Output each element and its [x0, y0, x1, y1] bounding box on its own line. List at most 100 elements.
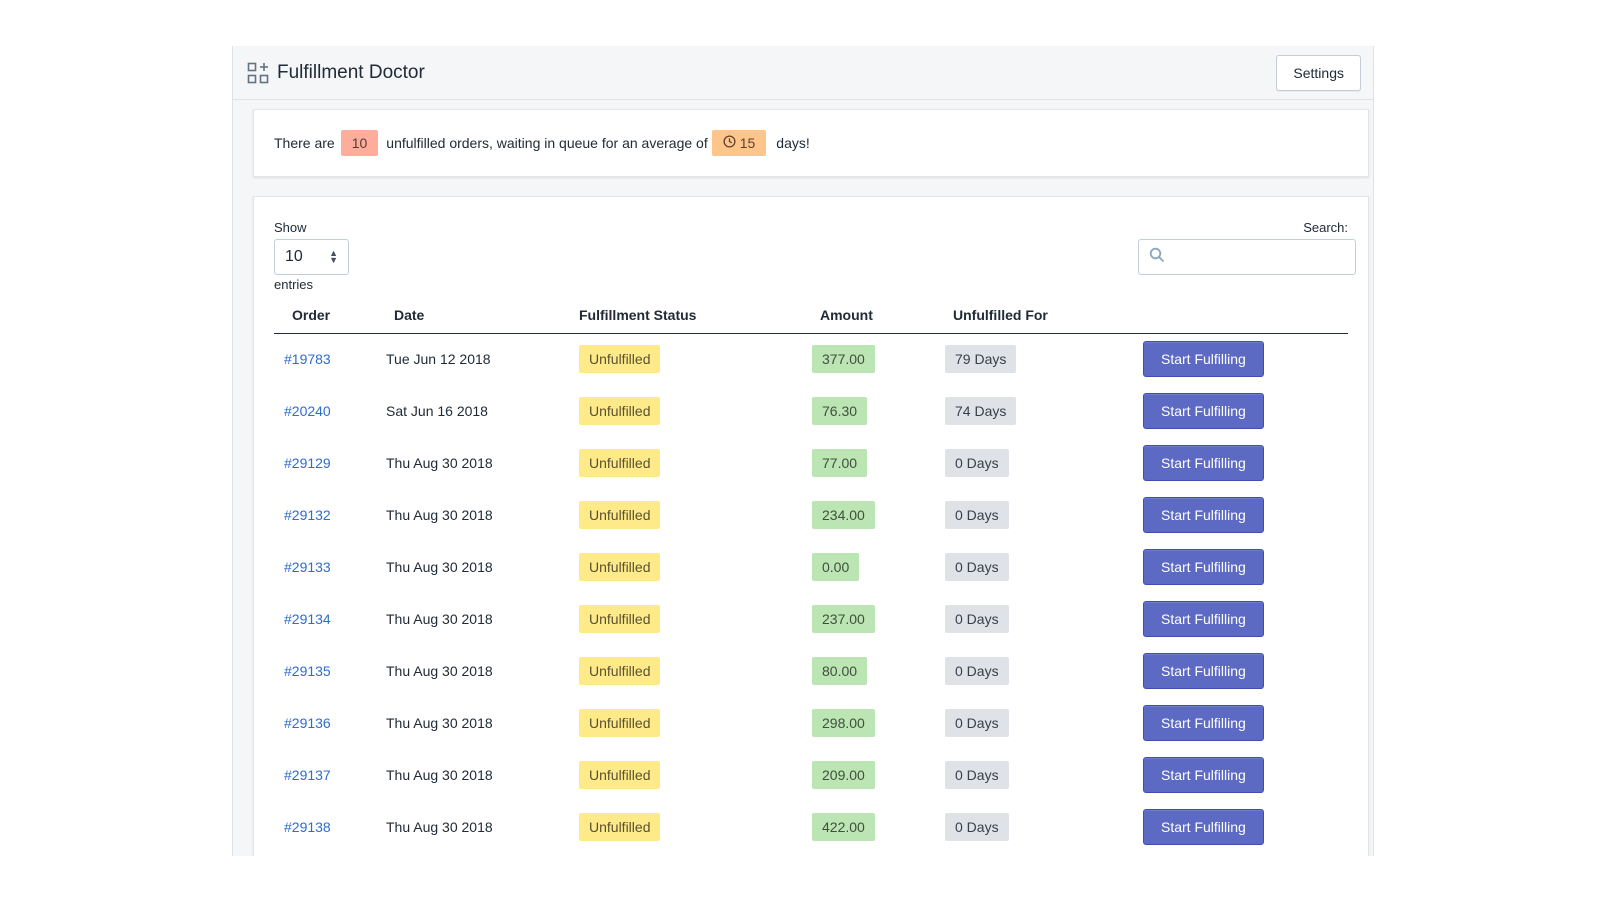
unfulfilled-days-badge: 0 Days — [945, 501, 1009, 529]
top-bar: Fulfillment Doctor Settings — [233, 46, 1373, 100]
order-link[interactable]: #29135 — [284, 663, 331, 679]
order-link[interactable]: #29136 — [284, 715, 331, 731]
banner-suffix: days! — [776, 135, 810, 151]
unfulfilled-count-badge: 10 — [340, 130, 379, 156]
order-date: Thu Aug 30 2018 — [386, 715, 493, 731]
order-link[interactable]: #29138 — [284, 819, 331, 835]
table-row: #29137 Thu Aug 30 2018 Unfulfilled 209.0… — [274, 749, 1348, 801]
amount-badge: 422.00 — [812, 813, 875, 841]
status-badge: Unfulfilled — [579, 761, 661, 789]
chevron-up-down-icon: ▲ ▼ — [329, 248, 338, 265]
search-input[interactable] — [1173, 249, 1343, 265]
settings-button[interactable]: Settings — [1276, 54, 1361, 91]
page-length-select[interactable]: 10 ▲ ▼ — [274, 239, 349, 275]
summary-banner: There are 10 unfulfilled orders, waiting… — [253, 109, 1369, 177]
unfulfilled-days-badge: 0 Days — [945, 449, 1009, 477]
banner-prefix: There are — [274, 135, 335, 151]
amount-badge: 0.00 — [812, 553, 860, 581]
table-row: #29134 Thu Aug 30 2018 Unfulfilled 237.0… — [274, 593, 1348, 645]
entries-label: entries — [274, 277, 314, 292]
table-controls: Show 10 ▲ ▼ entries Search: — [274, 197, 1356, 297]
unfulfilled-days-badge: 0 Days — [945, 605, 1009, 633]
amount-badge: 234.00 — [812, 501, 875, 529]
orders-table-card: Show 10 ▲ ▼ entries Search: Order — [253, 196, 1369, 856]
start-fulfilling-button[interactable]: Start Fulfilling — [1143, 809, 1264, 845]
table-row: #29136 Thu Aug 30 2018 Unfulfilled 298.0… — [274, 697, 1348, 749]
start-fulfilling-button[interactable]: Start Fulfilling — [1143, 653, 1264, 689]
unfulfilled-days-badge: 0 Days — [945, 761, 1009, 789]
status-badge: Unfulfilled — [579, 553, 661, 581]
column-header-action — [1143, 297, 1348, 334]
brand: Fulfillment Doctor — [247, 62, 425, 84]
unfulfilled-days-badge: 74 Days — [945, 397, 1017, 425]
start-fulfilling-button[interactable]: Start Fulfilling — [1143, 705, 1264, 741]
table-row: #20240 Sat Jun 16 2018 Unfulfilled 76.30… — [274, 385, 1348, 437]
apps-grid-icon — [247, 62, 269, 84]
status-badge: Unfulfilled — [579, 501, 661, 529]
column-header-unfulfilled-for[interactable]: Unfulfilled For — [945, 297, 1143, 334]
amount-badge: 76.30 — [812, 397, 868, 425]
average-days: 15 — [739, 135, 756, 151]
orders-table: Order Date Fulfillment Status Amount Unf… — [274, 297, 1348, 853]
start-fulfilling-button[interactable]: Start Fulfilling — [1143, 549, 1264, 585]
clock-icon — [723, 135, 736, 151]
order-date: Thu Aug 30 2018 — [386, 559, 493, 575]
amount-badge: 237.00 — [812, 605, 875, 633]
table-header-row: Order Date Fulfillment Status Amount Unf… — [274, 297, 1348, 334]
status-badge: Unfulfilled — [579, 657, 661, 685]
order-date: Thu Aug 30 2018 — [386, 663, 493, 679]
order-date: Thu Aug 30 2018 — [386, 611, 493, 627]
amount-badge: 298.00 — [812, 709, 875, 737]
amount-badge: 77.00 — [812, 449, 868, 477]
unfulfilled-days-badge: 79 Days — [945, 345, 1017, 374]
amount-badge: 209.00 — [812, 761, 875, 789]
start-fulfilling-button[interactable]: Start Fulfilling — [1143, 445, 1264, 481]
order-date: Thu Aug 30 2018 — [386, 819, 493, 835]
column-header-amount[interactable]: Amount — [812, 297, 945, 334]
app-title: Fulfillment Doctor — [277, 61, 425, 83]
table-row: #29132 Thu Aug 30 2018 Unfulfilled 234.0… — [274, 489, 1348, 541]
unfulfilled-days-badge: 0 Days — [945, 709, 1009, 737]
start-fulfilling-button[interactable]: Start Fulfilling — [1143, 601, 1264, 637]
search-label: Search: — [1303, 220, 1348, 235]
status-badge: Unfulfilled — [579, 605, 661, 633]
status-badge: Unfulfilled — [579, 449, 661, 477]
table-row: #29129 Thu Aug 30 2018 Unfulfilled 77.00… — [274, 437, 1348, 489]
status-badge: Unfulfilled — [579, 813, 661, 841]
column-header-date[interactable]: Date — [386, 297, 579, 334]
order-link[interactable]: #29132 — [284, 507, 331, 523]
order-link[interactable]: #29129 — [284, 455, 331, 471]
order-link[interactable]: #20240 — [284, 403, 331, 419]
order-date: Sat Jun 16 2018 — [386, 403, 488, 419]
order-date: Thu Aug 30 2018 — [386, 767, 493, 783]
order-link[interactable]: #29137 — [284, 767, 331, 783]
search-box[interactable] — [1138, 239, 1356, 275]
column-header-order[interactable]: Order — [274, 297, 386, 334]
show-label: Show — [274, 220, 307, 235]
unfulfilled-count: 10 — [351, 135, 368, 151]
amount-badge: 377.00 — [812, 345, 875, 374]
order-date: Tue Jun 12 2018 — [386, 351, 491, 368]
column-header-fulfillment-status[interactable]: Fulfillment Status — [579, 297, 812, 334]
page-length-value: 10 — [285, 248, 303, 265]
start-fulfilling-button[interactable]: Start Fulfilling — [1143, 757, 1264, 793]
table-row: #29133 Thu Aug 30 2018 Unfulfilled 0.00 … — [274, 541, 1348, 593]
average-days-badge: 15 — [711, 130, 767, 156]
start-fulfilling-button[interactable]: Start Fulfilling — [1143, 497, 1264, 533]
banner-middle: unfulfilled orders, waiting in queue for… — [386, 135, 708, 151]
order-link[interactable]: #29133 — [284, 559, 331, 575]
start-fulfilling-button[interactable]: Start Fulfilling — [1143, 341, 1264, 378]
unfulfilled-days-badge: 0 Days — [945, 657, 1009, 685]
status-badge: Unfulfilled — [579, 709, 661, 737]
unfulfilled-days-badge: 0 Days — [945, 553, 1009, 581]
unfulfilled-days-badge: 0 Days — [945, 813, 1009, 841]
start-fulfilling-button[interactable]: Start Fulfilling — [1143, 393, 1264, 429]
search-icon — [1149, 247, 1165, 268]
amount-badge: 80.00 — [812, 657, 868, 685]
order-link[interactable]: #29134 — [284, 611, 331, 627]
order-link[interactable]: #19783 — [284, 351, 331, 368]
table-row: #19783 Tue Jun 12 2018 Unfulfilled 377.0… — [274, 333, 1348, 385]
table-row: #29135 Thu Aug 30 2018 Unfulfilled 80.00… — [274, 645, 1348, 697]
app-frame: Fulfillment Doctor Settings There are 10… — [232, 46, 1374, 856]
status-badge: Unfulfilled — [579, 345, 661, 374]
